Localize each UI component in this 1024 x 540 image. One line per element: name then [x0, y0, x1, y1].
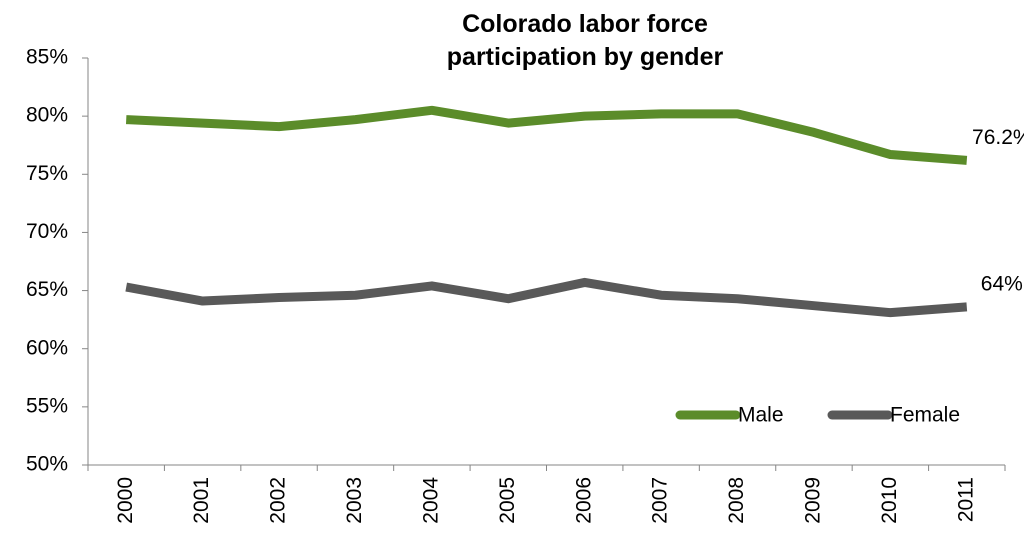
y-tick-label: 85% [26, 46, 68, 69]
legend-label: Male [738, 404, 784, 427]
y-tick-label: 60% [26, 336, 68, 359]
y-tick-label: 55% [26, 394, 68, 417]
x-tick-label: 2003 [343, 477, 366, 524]
x-tick-label: 2007 [649, 477, 672, 524]
x-tick-label: 2004 [419, 477, 442, 524]
line [125, 277, 968, 318]
y-tick-label: 80% [26, 104, 68, 127]
line [126, 105, 968, 165]
data-label: 76.2% [972, 126, 1024, 149]
x-tick-label: 2008 [725, 477, 748, 524]
y-tick-label: 75% [26, 162, 68, 185]
x-tick-label: 2005 [496, 477, 519, 524]
data-label: 64% [981, 272, 1023, 295]
x-tick-label: 2006 [572, 477, 595, 524]
y-tick-label: 50% [26, 453, 68, 476]
x-tick-label: 2009 [802, 477, 825, 524]
x-tick-label: 2011 [954, 477, 977, 522]
x-tick-label: 2002 [267, 477, 290, 524]
y-tick-label: 65% [26, 278, 68, 301]
x-tick-label: 2000 [114, 477, 137, 524]
x-tick-label: 2010 [878, 477, 901, 524]
y-tick-label: 70% [26, 220, 68, 243]
legend-label: Female [890, 404, 960, 427]
chart-title: Colorado labor force participation by ge… [446, 10, 724, 71]
x-tick-label: 2001 [190, 477, 213, 524]
